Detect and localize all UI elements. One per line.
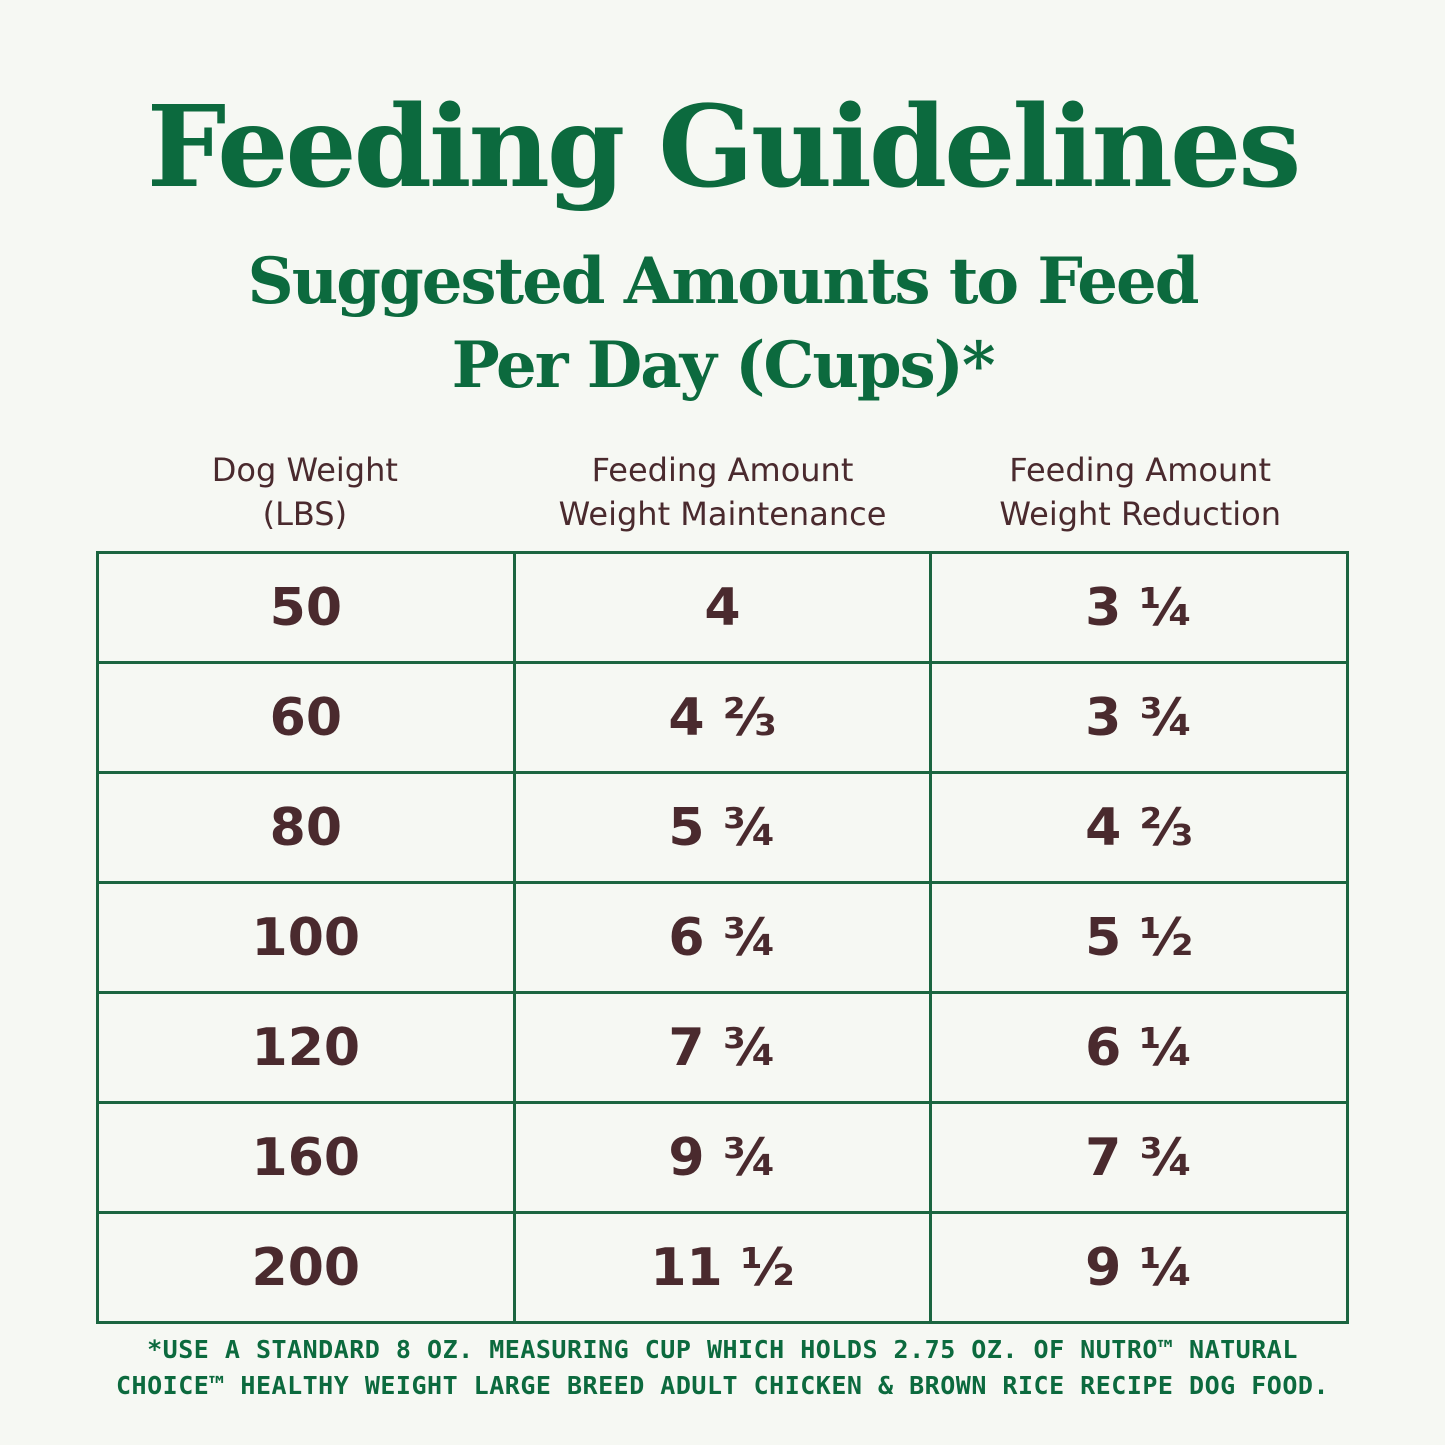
table-cell: 200 bbox=[96, 1211, 516, 1324]
header-line: Weight Maintenance bbox=[558, 495, 887, 533]
subtitle: Suggested Amounts to Feed Per Day (Cups)… bbox=[0, 240, 1445, 408]
header-line: Feeding Amount bbox=[1009, 451, 1272, 489]
table-cell: 9 ¼ bbox=[929, 1211, 1349, 1324]
page-title: Feeding Guidelines bbox=[146, 82, 1302, 213]
subtitle-line-1: Suggested Amounts to Feed bbox=[247, 244, 1200, 319]
table-header: Dog Weight (LBS) Feeding Amount Weight M… bbox=[96, 448, 1349, 536]
table-cell: 60 bbox=[96, 661, 516, 774]
table-cell: 4 bbox=[512, 551, 933, 664]
table-cell: 11 ½ bbox=[512, 1211, 933, 1324]
column-header-reduction: Feeding Amount Weight Reduction bbox=[931, 448, 1349, 536]
column-header-dog-weight: Dog Weight (LBS) bbox=[96, 448, 514, 536]
subtitle-line-2: Per Day (Cups)* bbox=[451, 328, 996, 403]
table-cell: 160 bbox=[96, 1101, 516, 1214]
footnote: *USE A STANDARD 8 OZ. MEASURING CUP WHIC… bbox=[0, 1332, 1445, 1404]
footnote-line-2: CHOICE™ HEALTHY WEIGHT LARGE BREED ADULT… bbox=[116, 1371, 1329, 1400]
table-cell: 3 ¼ bbox=[929, 551, 1349, 664]
table-cell: 7 ¾ bbox=[512, 991, 933, 1104]
table-cell: 6 ¾ bbox=[512, 881, 933, 994]
column-header-maintenance: Feeding Amount Weight Maintenance bbox=[514, 448, 932, 536]
table-row: 50 4 3 ¼ bbox=[96, 551, 1349, 664]
header-line: (LBS) bbox=[262, 495, 348, 533]
header-line: Feeding Amount bbox=[591, 451, 854, 489]
table-cell: 9 ¾ bbox=[512, 1101, 933, 1214]
footnote-line-1: *USE A STANDARD 8 OZ. MEASURING CUP WHIC… bbox=[147, 1335, 1298, 1364]
table-cell: 4 ⅔ bbox=[929, 771, 1349, 884]
table-cell: 3 ¾ bbox=[929, 661, 1349, 774]
table-cell: 100 bbox=[96, 881, 516, 994]
header-line: Weight Reduction bbox=[999, 495, 1281, 533]
table-cell: 6 ¼ bbox=[929, 991, 1349, 1104]
table-cell: 5 ½ bbox=[929, 881, 1349, 994]
table-cell: 4 ⅔ bbox=[512, 661, 933, 774]
table-cell: 5 ¾ bbox=[512, 771, 933, 884]
table-cell: 120 bbox=[96, 991, 516, 1104]
header-line: Dog Weight bbox=[211, 451, 398, 489]
table-cell: 80 bbox=[96, 771, 516, 884]
table-cell: 50 bbox=[96, 551, 516, 664]
table-cell: 7 ¾ bbox=[929, 1101, 1349, 1214]
